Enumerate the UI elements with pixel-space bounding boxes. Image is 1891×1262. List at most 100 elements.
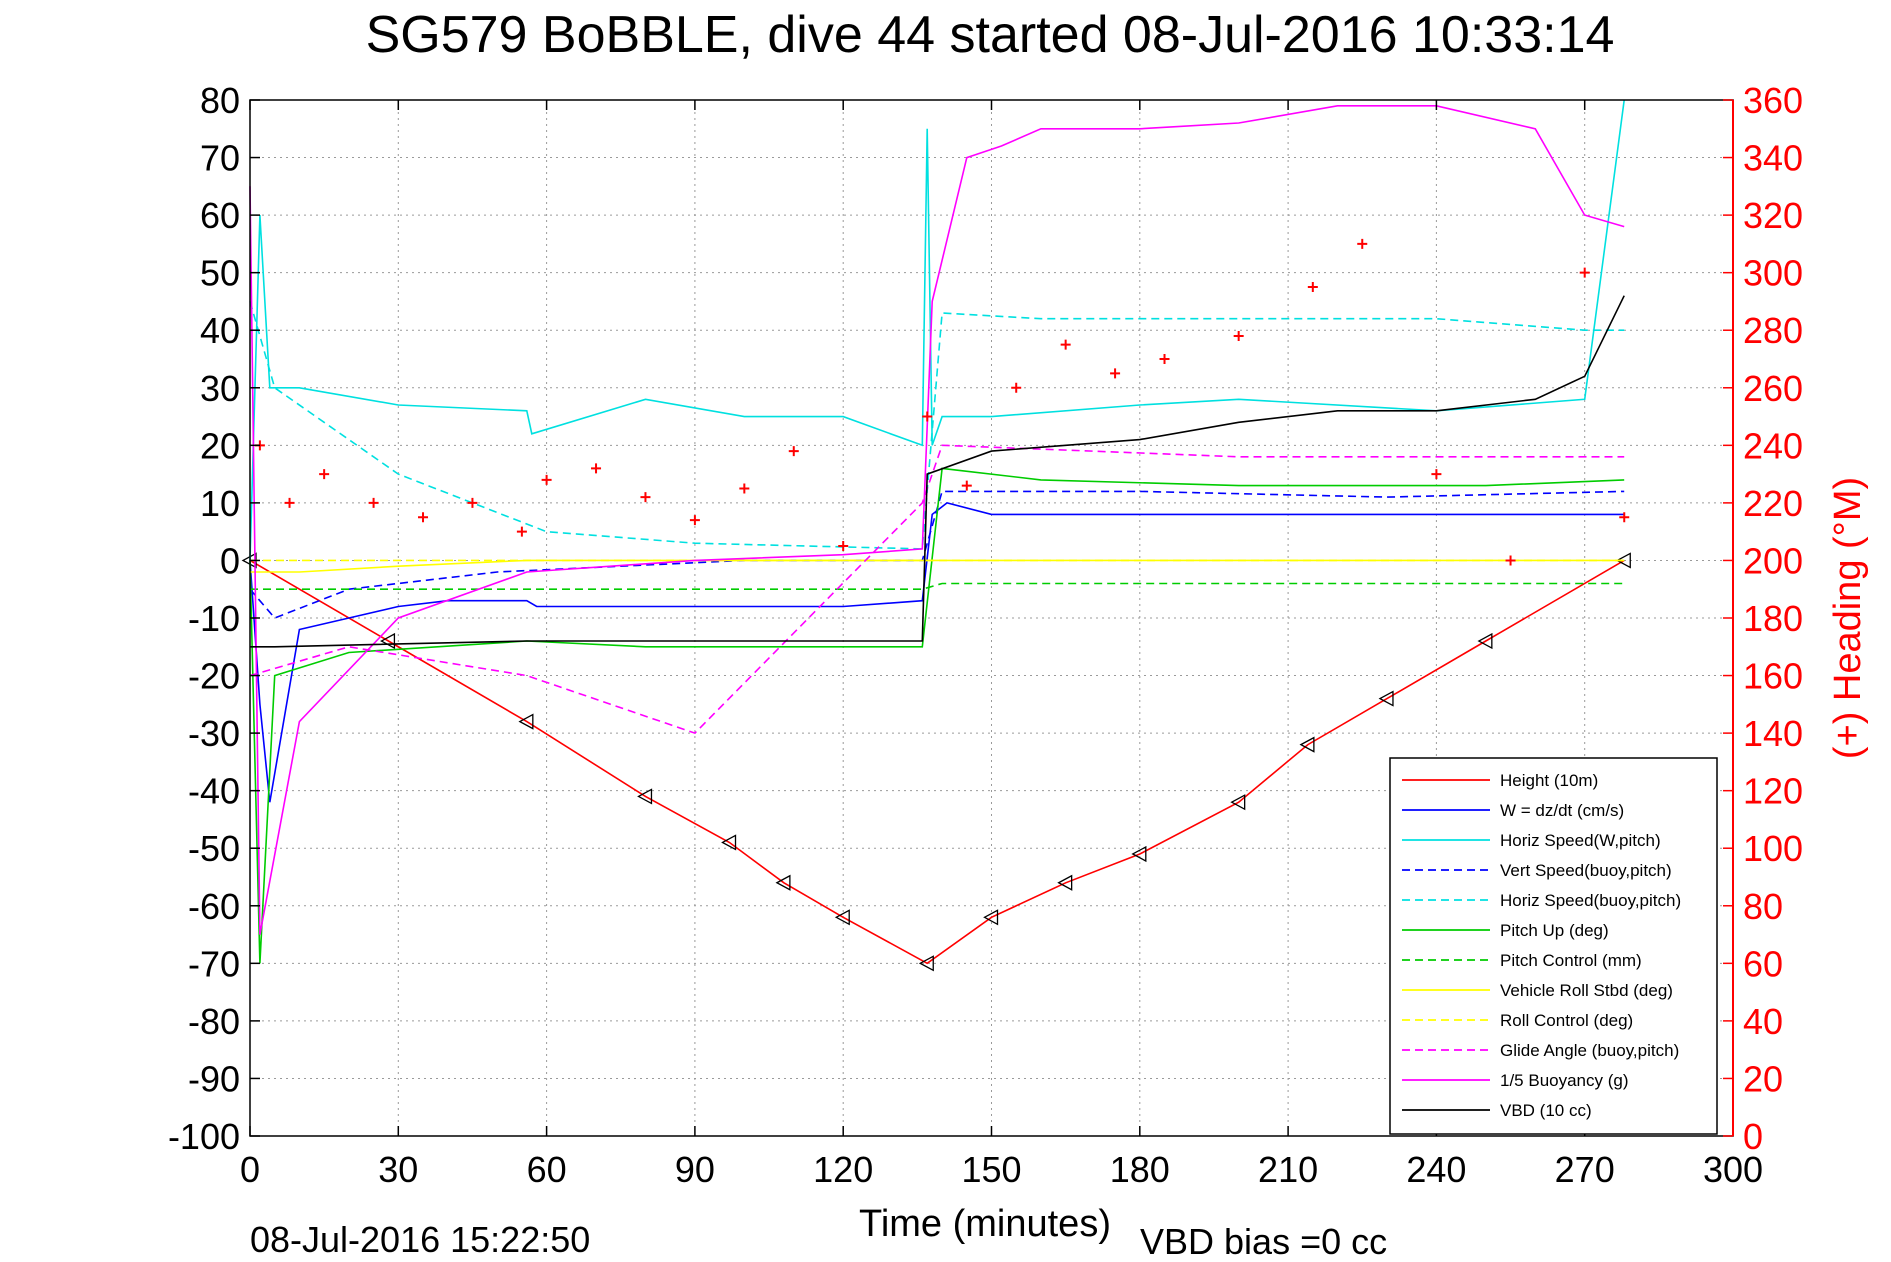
heading-marker xyxy=(516,526,527,537)
heading-marker xyxy=(1110,368,1121,379)
series-line xyxy=(249,559,1625,965)
legend-label: Pitch Control (mm) xyxy=(1500,951,1642,970)
legend: Height (10m) W = dz/dt (cm/s) Horiz Speed(… xyxy=(1389,757,1718,1135)
y-tick-label: -20 xyxy=(188,656,240,697)
heading-marker xyxy=(368,497,379,508)
chart-title: SG579 BoBBLE, dive 44 started 08-Jul-201… xyxy=(366,6,1615,64)
y-tick-label: 30 xyxy=(200,368,240,409)
y-tick-label: -80 xyxy=(188,1001,240,1042)
series-line xyxy=(250,582,1625,591)
x-tick-label: 30 xyxy=(378,1149,418,1190)
height-marker xyxy=(775,874,791,891)
legend-label: Pitch Up (deg) xyxy=(1500,921,1609,940)
series-line xyxy=(249,444,1625,735)
y2-tick-label: 280 xyxy=(1743,310,1803,351)
y-tick-label: -50 xyxy=(188,828,240,869)
x-tick-label: 180 xyxy=(1110,1149,1170,1190)
y-tick-label: 20 xyxy=(200,425,240,466)
legend-label: Vert Speed(buoy,pitch) xyxy=(1500,861,1672,880)
x-tick-label: 240 xyxy=(1406,1149,1466,1190)
y2-tick-label: 320 xyxy=(1743,195,1803,236)
heading-marker xyxy=(689,515,700,526)
heading-marker xyxy=(838,541,849,552)
y2-tick-label: 360 xyxy=(1743,80,1803,121)
x-tick-label: 0 xyxy=(240,1149,260,1190)
y-tick-label: 60 xyxy=(200,195,240,236)
y-tick-label: 50 xyxy=(200,253,240,294)
footer-vbd-bias: VBD bias =0 cc xyxy=(1140,1221,1387,1262)
legend-label: Roll Control (deg) xyxy=(1500,1011,1633,1030)
heading-marker xyxy=(1159,354,1170,364)
height-marker xyxy=(1230,794,1246,811)
series-layer xyxy=(241,99,1631,972)
heading-marker xyxy=(1060,339,1071,350)
x-tick-label: 90 xyxy=(675,1149,715,1190)
heading-marker xyxy=(640,492,651,503)
height-marker xyxy=(1299,736,1315,753)
y2-tick-label: 80 xyxy=(1743,886,1783,927)
y-tick-label: -90 xyxy=(188,1058,240,1099)
y2-tick-label: 220 xyxy=(1743,483,1803,524)
legend-label: Vehicle Roll Stbd (deg) xyxy=(1500,981,1673,1000)
height-marker xyxy=(918,955,934,972)
heading-marker xyxy=(284,497,295,508)
height-marker xyxy=(983,909,999,926)
y-tick-label: -60 xyxy=(188,886,240,927)
y-tick-label: -10 xyxy=(188,598,240,639)
y-tick-label: -100 xyxy=(168,1116,240,1157)
y2-tick-label: 240 xyxy=(1743,425,1803,466)
height-marker xyxy=(1477,632,1493,650)
x-tick-label: 300 xyxy=(1703,1149,1763,1190)
heading-marker xyxy=(1233,330,1244,341)
y-tick-label: -40 xyxy=(188,771,240,812)
x-tick-label: 60 xyxy=(527,1149,567,1190)
series-glide-angle-buoy-pitch xyxy=(249,444,1625,735)
series-w-dz-dt-cm-s xyxy=(249,502,1625,803)
legend-box xyxy=(1389,757,1718,1135)
legend-label: W = dz/dt (cm/s) xyxy=(1500,801,1624,820)
series-line xyxy=(249,467,1625,964)
y2-axis-label: (+) Heading (°M) xyxy=(1827,477,1869,759)
height-marker xyxy=(1057,874,1073,891)
y2-tick-label: 100 xyxy=(1743,828,1803,869)
height-marker xyxy=(1131,845,1147,863)
heading-marker xyxy=(1431,469,1442,480)
heading-marker xyxy=(1307,282,1318,293)
height-marker xyxy=(518,713,534,730)
y2-tick-label: 340 xyxy=(1743,138,1803,179)
heading-marker xyxy=(418,512,429,523)
heading-marker xyxy=(541,474,552,485)
y2-tick-label: 160 xyxy=(1743,656,1803,697)
heading-marker xyxy=(467,497,478,508)
y-tick-label: 10 xyxy=(200,483,240,524)
x-axis-label: Time (minutes) xyxy=(859,1203,1111,1245)
y2-tick-label: 300 xyxy=(1743,253,1803,294)
heading-marker xyxy=(922,411,933,422)
y2-tick-label: 20 xyxy=(1743,1058,1783,1099)
y-tick-label: 70 xyxy=(200,138,240,179)
footer-timestamp: 08-Jul-2016 15:22:50 xyxy=(250,1219,590,1260)
heading-marker xyxy=(739,483,750,494)
height-marker xyxy=(1378,690,1394,707)
y-tick-label: -70 xyxy=(188,943,240,984)
y2-tick-label: 200 xyxy=(1743,540,1803,581)
series-line xyxy=(249,502,1625,803)
heading-marker xyxy=(961,480,972,491)
x-tick-label: 210 xyxy=(1258,1149,1318,1190)
axes: 0 30 60 90 120 150 180 210 240 270 300807060504030… xyxy=(168,80,1803,1190)
y2-tick-label: 260 xyxy=(1743,368,1803,409)
y-tick-label: -30 xyxy=(188,713,240,754)
series-line xyxy=(250,295,1625,648)
y2-tick-label: 60 xyxy=(1743,943,1783,984)
legend-label: VBD (10 cc) xyxy=(1500,1101,1592,1120)
series-line xyxy=(249,99,1625,561)
legend-label: Glide Angle (buoy,pitch) xyxy=(1500,1041,1679,1060)
heading-marker xyxy=(591,463,602,474)
series-line xyxy=(249,301,1625,550)
x-tick-label: 270 xyxy=(1555,1149,1615,1190)
legend-label: Horiz Speed(buoy,pitch) xyxy=(1500,891,1681,910)
y2-tick-label: 40 xyxy=(1743,1001,1783,1042)
series-vbd-10-cc xyxy=(250,295,1625,648)
series-pitch-up-deg xyxy=(249,467,1625,964)
